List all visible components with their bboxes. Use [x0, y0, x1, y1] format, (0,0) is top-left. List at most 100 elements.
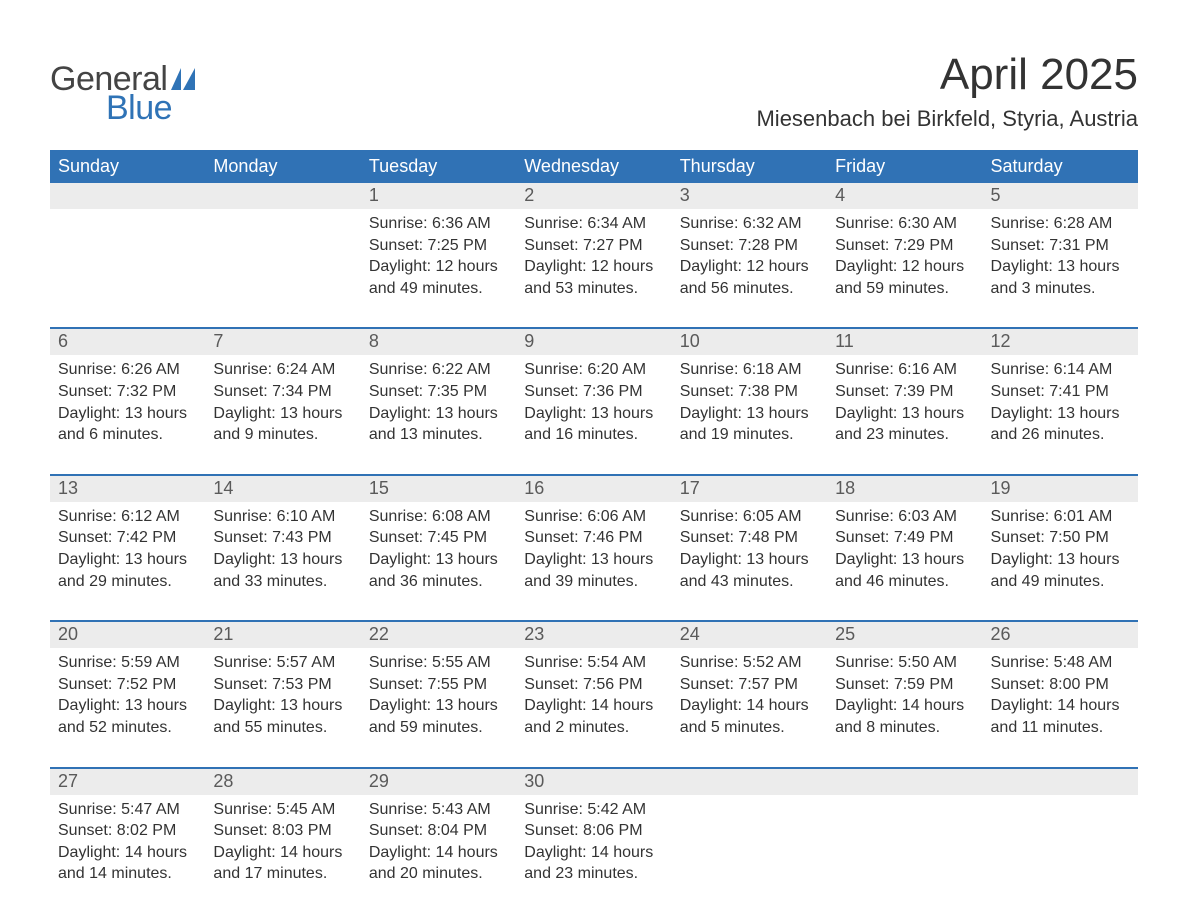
month-title: April 2025	[756, 50, 1138, 100]
daylight-text: Daylight: 13 hours	[835, 549, 974, 571]
daylight-text: and 46 minutes.	[835, 571, 974, 593]
sunrise-text: Sunrise: 5:54 AM	[524, 652, 663, 674]
daylight-text: and 33 minutes.	[213, 571, 352, 593]
sunrise-text: Sunrise: 6:28 AM	[991, 213, 1130, 235]
sunset-text: Sunset: 7:57 PM	[680, 674, 819, 696]
daylight-text: Daylight: 13 hours	[369, 403, 508, 425]
day-cell: Sunrise: 6:05 AMSunset: 7:48 PMDaylight:…	[672, 502, 827, 620]
day-number: 12	[983, 329, 1138, 355]
sunrise-text: Sunrise: 5:59 AM	[58, 652, 197, 674]
day-number: 30	[516, 769, 671, 795]
sunset-text: Sunset: 7:39 PM	[835, 381, 974, 403]
day-number: 25	[827, 622, 982, 648]
daylight-text: Daylight: 13 hours	[58, 695, 197, 717]
day-number: 9	[516, 329, 671, 355]
daylight-text: and 36 minutes.	[369, 571, 508, 593]
sunrise-text: Sunrise: 6:34 AM	[524, 213, 663, 235]
daylight-text: and 6 minutes.	[58, 424, 197, 446]
daylight-text: Daylight: 14 hours	[369, 842, 508, 864]
sunset-text: Sunset: 7:36 PM	[524, 381, 663, 403]
day-number: 20	[50, 622, 205, 648]
daylight-text: Daylight: 14 hours	[58, 842, 197, 864]
daylight-text: Daylight: 13 hours	[835, 403, 974, 425]
daylight-text: Daylight: 13 hours	[680, 403, 819, 425]
day-number: 2	[516, 183, 671, 209]
day-cell: Sunrise: 6:20 AMSunset: 7:36 PMDaylight:…	[516, 355, 671, 473]
sunrise-text: Sunrise: 5:42 AM	[524, 799, 663, 821]
day-number: 5	[983, 183, 1138, 209]
day-number: 11	[827, 329, 982, 355]
sunrise-text: Sunrise: 6:14 AM	[991, 359, 1130, 381]
daylight-text: Daylight: 13 hours	[524, 403, 663, 425]
calendar: Sunday Monday Tuesday Wednesday Thursday…	[50, 150, 1138, 913]
daylight-text: and 9 minutes.	[213, 424, 352, 446]
daylight-text: Daylight: 14 hours	[524, 695, 663, 717]
day-header: Friday	[827, 150, 982, 183]
daylight-text: and 8 minutes.	[835, 717, 974, 739]
sunset-text: Sunset: 7:48 PM	[680, 527, 819, 549]
daylight-text: and 13 minutes.	[369, 424, 508, 446]
day-number: 15	[361, 476, 516, 502]
day-header: Wednesday	[516, 150, 671, 183]
day-cell: Sunrise: 6:16 AMSunset: 7:39 PMDaylight:…	[827, 355, 982, 473]
day-cell	[205, 209, 360, 327]
logo-flag-icon	[171, 68, 207, 90]
logo: General Blue	[50, 50, 207, 128]
week-content-row: Sunrise: 5:59 AMSunset: 7:52 PMDaylight:…	[50, 648, 1138, 766]
daylight-text: and 17 minutes.	[213, 863, 352, 885]
daylight-text: Daylight: 13 hours	[369, 695, 508, 717]
week-daynum-row: 20 21 22 23 24 25 26	[50, 620, 1138, 648]
day-cell	[672, 795, 827, 913]
day-number: 21	[205, 622, 360, 648]
daylight-text: and 39 minutes.	[524, 571, 663, 593]
sunset-text: Sunset: 7:38 PM	[680, 381, 819, 403]
day-cell: Sunrise: 6:36 AMSunset: 7:25 PMDaylight:…	[361, 209, 516, 327]
sunrise-text: Sunrise: 6:32 AM	[680, 213, 819, 235]
day-cell: Sunrise: 5:54 AMSunset: 7:56 PMDaylight:…	[516, 648, 671, 766]
daylight-text: and 23 minutes.	[835, 424, 974, 446]
day-header: Monday	[205, 150, 360, 183]
day-cell: Sunrise: 6:22 AMSunset: 7:35 PMDaylight:…	[361, 355, 516, 473]
page-header: General Blue April 2025 Miesenbach bei B…	[50, 50, 1138, 132]
sunrise-text: Sunrise: 5:45 AM	[213, 799, 352, 821]
sunset-text: Sunset: 7:29 PM	[835, 235, 974, 257]
sunrise-text: Sunrise: 6:36 AM	[369, 213, 508, 235]
sunrise-text: Sunrise: 6:01 AM	[991, 506, 1130, 528]
sunrise-text: Sunrise: 6:05 AM	[680, 506, 819, 528]
sunset-text: Sunset: 7:34 PM	[213, 381, 352, 403]
day-cell: Sunrise: 6:03 AMSunset: 7:49 PMDaylight:…	[827, 502, 982, 620]
sunrise-text: Sunrise: 6:16 AM	[835, 359, 974, 381]
sunset-text: Sunset: 7:52 PM	[58, 674, 197, 696]
week-content-row: Sunrise: 6:36 AMSunset: 7:25 PMDaylight:…	[50, 209, 1138, 327]
day-number: 24	[672, 622, 827, 648]
daylight-text: and 56 minutes.	[680, 278, 819, 300]
sunset-text: Sunset: 7:43 PM	[213, 527, 352, 549]
location-subtitle: Miesenbach bei Birkfeld, Styria, Austria	[756, 106, 1138, 132]
week-content-row: Sunrise: 6:26 AMSunset: 7:32 PMDaylight:…	[50, 355, 1138, 473]
day-cell: Sunrise: 6:28 AMSunset: 7:31 PMDaylight:…	[983, 209, 1138, 327]
daylight-text: Daylight: 13 hours	[213, 549, 352, 571]
day-number: 1	[361, 183, 516, 209]
day-number: 8	[361, 329, 516, 355]
sunrise-text: Sunrise: 6:20 AM	[524, 359, 663, 381]
day-number: 3	[672, 183, 827, 209]
day-number	[672, 769, 827, 795]
day-header: Saturday	[983, 150, 1138, 183]
sunrise-text: Sunrise: 5:48 AM	[991, 652, 1130, 674]
sunrise-text: Sunrise: 6:30 AM	[835, 213, 974, 235]
day-number: 13	[50, 476, 205, 502]
daylight-text: and 52 minutes.	[58, 717, 197, 739]
daylight-text: Daylight: 13 hours	[991, 549, 1130, 571]
sunrise-text: Sunrise: 6:03 AM	[835, 506, 974, 528]
week-daynum-row: 13 14 15 16 17 18 19	[50, 474, 1138, 502]
daylight-text: Daylight: 13 hours	[213, 695, 352, 717]
day-cell: Sunrise: 5:48 AMSunset: 8:00 PMDaylight:…	[983, 648, 1138, 766]
day-cell: Sunrise: 5:42 AMSunset: 8:06 PMDaylight:…	[516, 795, 671, 913]
day-cell: Sunrise: 6:32 AMSunset: 7:28 PMDaylight:…	[672, 209, 827, 327]
calendar-day-headers: Sunday Monday Tuesday Wednesday Thursday…	[50, 150, 1138, 183]
daylight-text: Daylight: 14 hours	[991, 695, 1130, 717]
sunrise-text: Sunrise: 5:43 AM	[369, 799, 508, 821]
sunrise-text: Sunrise: 5:52 AM	[680, 652, 819, 674]
daylight-text: and 59 minutes.	[835, 278, 974, 300]
day-number: 14	[205, 476, 360, 502]
